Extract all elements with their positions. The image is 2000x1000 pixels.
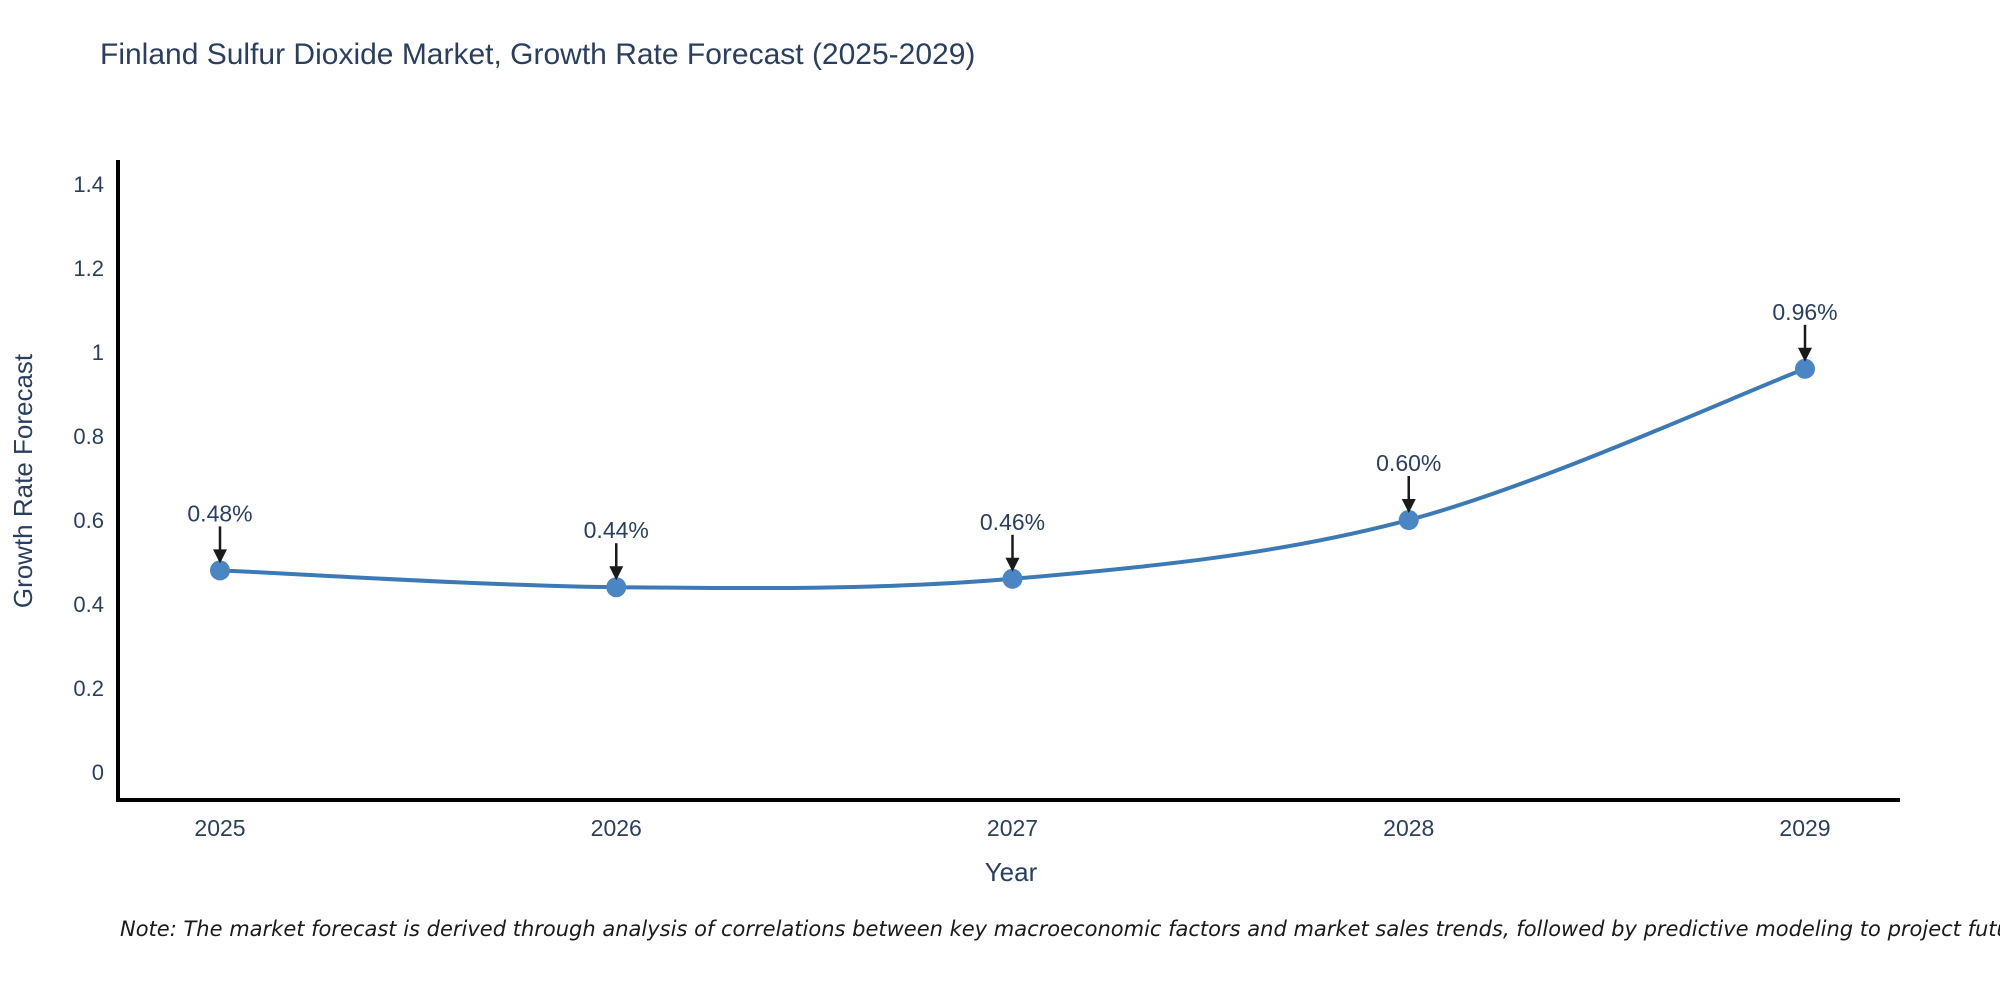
annotation-arrow-head xyxy=(609,566,624,581)
annotation-arrow-head xyxy=(1798,347,1812,362)
x-tick-label: 2025 xyxy=(194,815,245,841)
y-tick-label: 0.4 xyxy=(73,592,104,617)
y-tick-label: 1 xyxy=(92,340,104,365)
footnote: Note: The market forecast is derived thr… xyxy=(120,917,2000,941)
y-tick-label: 1.2 xyxy=(73,256,104,281)
data-point-marker xyxy=(1002,568,1023,589)
point-value-label: 0.48% xyxy=(187,500,252,526)
data-point-marker xyxy=(606,577,627,598)
data-point-marker xyxy=(1795,358,1815,379)
x-axis-title: Year xyxy=(985,857,1038,887)
y-axis-title: Growth Rate Forecast xyxy=(8,353,38,608)
annotation-arrow-head xyxy=(1401,499,1416,513)
y-tick-label: 1.4 xyxy=(73,172,104,197)
annotation-arrow-head xyxy=(1005,557,1020,572)
y-tick-label: 0.2 xyxy=(73,676,104,701)
y-tick-label: 0.8 xyxy=(73,424,104,449)
point-value-label: 0.46% xyxy=(980,509,1045,535)
y-tick-label: 0 xyxy=(92,760,104,785)
x-tick-label: 2028 xyxy=(1383,815,1434,841)
y-tick-label: 0.6 xyxy=(73,508,104,533)
data-point-marker xyxy=(210,560,230,581)
x-tick-label: 2029 xyxy=(1779,815,1830,841)
point-value-label: 0.96% xyxy=(1772,299,1837,325)
point-value-label: 0.60% xyxy=(1376,450,1441,476)
point-value-label: 0.44% xyxy=(584,517,649,543)
data-point-marker xyxy=(1398,510,1419,530)
x-tick-label: 2026 xyxy=(591,815,642,841)
axis-lines xyxy=(116,160,1900,802)
annotation-arrow-head xyxy=(213,549,227,564)
chart-title: Finland Sulfur Dioxide Market, Growth Ra… xyxy=(100,38,976,71)
x-tick-label: 2027 xyxy=(987,815,1038,841)
